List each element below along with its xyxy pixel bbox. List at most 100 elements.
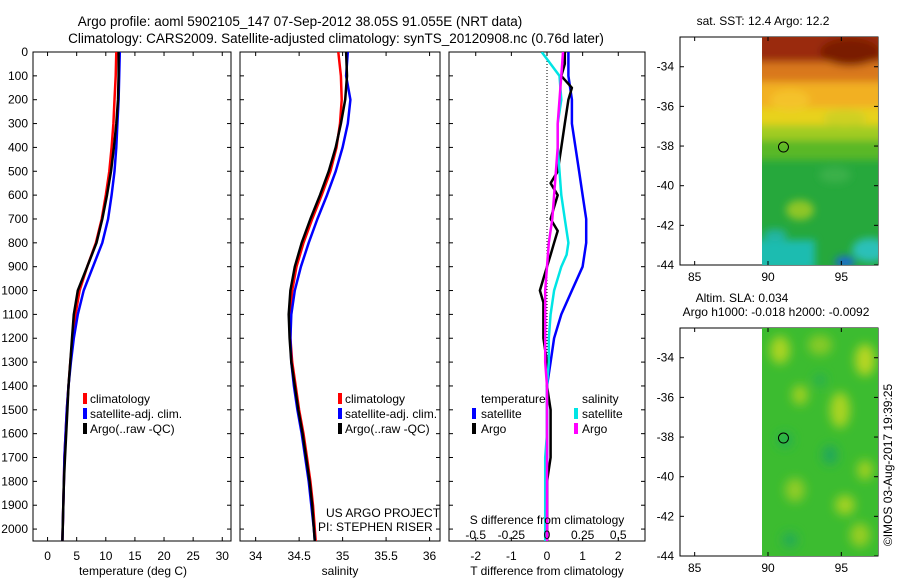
salinity-curves: [287, 52, 352, 541]
pressure-tick-label: 1400: [1, 379, 28, 393]
s-tick-label: -0.5: [465, 528, 486, 542]
salinity-difference-ticks: -0.5 -0.25 0 0.25 0.5: [465, 528, 627, 542]
salinity-legend: climatology satellite-adj. clim. Argo(..…: [338, 392, 437, 436]
project-annotation: US ARGO PROJECT: [326, 506, 441, 520]
legend-swatch-t-satellite: [472, 408, 476, 419]
sst-map-axes: 85 90 95 -34 -36 -38 -40 -42 -44: [657, 37, 878, 284]
legend-swatch-s-argo: [574, 423, 578, 434]
pressure-tick-label: 0: [21, 45, 28, 59]
legend-swatch-satellite: [338, 408, 342, 419]
x-tick-label: 10: [99, 549, 113, 563]
pressure-tick-label: 1700: [1, 451, 28, 465]
map-y-tick-label: -40: [657, 470, 675, 484]
pressure-tick-label: 900: [8, 260, 28, 274]
x-tick-label: 35.5: [374, 549, 398, 563]
map-x-tick-label: 90: [761, 270, 775, 284]
legend-swatch-t-argo: [472, 423, 476, 434]
title-line-2: Climatology: CARS2009. Satellite-adjuste…: [68, 31, 604, 46]
temperature-legend: climatology satellite-adj. clim. Argo(..…: [83, 392, 182, 436]
pressure-tick-label: 1800: [1, 474, 28, 488]
series-line-argo-raw-qc-: [287, 52, 349, 541]
pressure-axis: 0 100 200 300 400 500 600 700 800 900 1000 1100 1200…: [1, 45, 28, 536]
pressure-tick-label: 600: [8, 188, 28, 202]
legend-label-climatology: climatology: [90, 392, 150, 406]
pressure-tick-label: 700: [8, 212, 28, 226]
x-tick-label: 1: [579, 549, 586, 563]
sst-heatmap: [762, 37, 878, 265]
difference-legend: temperature salinity satellite Argo sate…: [472, 392, 623, 436]
pressure-tick-label: 1300: [1, 355, 28, 369]
map-x-tick-label: 90: [761, 561, 775, 575]
x-tick-label: 36: [423, 549, 437, 563]
temperature-xlabel: temperature (deg C): [79, 564, 187, 578]
map-y-tick-label: -44: [657, 549, 675, 563]
title-line-1: Argo profile: aoml 5902105_147 07-Sep-20…: [78, 14, 523, 29]
map-y-tick-label: -40: [657, 179, 675, 193]
pressure-tick-label: 1900: [1, 498, 28, 512]
pressure-tick-label: 1000: [1, 284, 28, 298]
s-tick-label: 0: [544, 528, 551, 542]
copyright-stamp: ©IMOS 03-Aug-2017 19:39:25: [881, 384, 895, 547]
map-y-tick-label: -42: [657, 218, 675, 232]
x-tick-label: 35: [336, 549, 350, 563]
difference-xlabel: T difference from climatology: [470, 564, 624, 578]
legend-title-temperature: temperature: [481, 392, 546, 406]
pressure-tick-label: 100: [8, 69, 28, 83]
legend-swatch-s-satellite: [574, 408, 578, 419]
sst-map-title: sat. SST: 12.4 Argo: 12.2: [697, 14, 830, 28]
pi-annotation: PI: STEPHEN RISER: [318, 520, 433, 534]
x-tick-label: 0: [44, 549, 51, 563]
sla-map-title-1: Altim. SLA: 0.034: [696, 291, 789, 305]
pressure-tick-label: 1200: [1, 331, 28, 345]
x-tick-label: 5: [73, 549, 80, 563]
legend-swatch-satellite: [83, 408, 87, 419]
pressure-tick-label: 1500: [1, 403, 28, 417]
map-y-tick-label: -34: [657, 60, 675, 74]
series-line-argo-raw-qc-: [61, 52, 120, 541]
pressure-tick-label: 400: [8, 140, 28, 154]
legend-swatch-argo: [338, 423, 342, 434]
legend-label-s-satellite: satellite: [582, 407, 623, 421]
s-tick-label: 0.25: [571, 528, 595, 542]
float-position-marker: [777, 432, 789, 444]
series-line-temperature-argo: [538, 52, 574, 541]
sla-heatmap: [762, 328, 878, 556]
sla-map-axes: 85 90 95 -34 -36 -38 -40 -42 -44: [657, 328, 878, 575]
s-tick-label: -0.25: [498, 528, 526, 542]
map-y-tick-label: -36: [657, 390, 675, 404]
legend-swatch-argo: [83, 423, 87, 434]
map-y-tick-label: -36: [657, 99, 675, 113]
salinity-xlabel: salinity: [322, 564, 359, 578]
sla-map-title-2: Argo h1000: -0.018 h2000: -0.0092: [683, 305, 870, 319]
legend-label-s-argo: Argo: [582, 422, 608, 436]
x-tick-label: 30: [216, 549, 230, 563]
legend-label-satellite: satellite-adj. clim.: [90, 407, 182, 421]
legend-swatch-climatology: [83, 393, 87, 404]
x-tick-label: 0: [544, 549, 551, 563]
map-x-tick-label: 85: [688, 561, 702, 575]
pressure-tick-label: 1600: [1, 427, 28, 441]
pressure-tick-label: 2000: [1, 522, 28, 536]
legend-title-salinity: salinity: [582, 392, 619, 406]
series-line-salinity-argo: [543, 52, 565, 541]
x-tick-label: 25: [186, 549, 200, 563]
map-y-tick-label: -34: [657, 351, 675, 365]
difference-curves: [538, 52, 588, 541]
pressure-tick-label: 800: [8, 236, 28, 250]
temperature-curves: [61, 52, 122, 541]
x-tick-label: 34: [249, 549, 263, 563]
x-tick-labels: 0 5 10 15 20 25 30 34 34.5 35 35.5 36 -2 -1 0 1 2: [44, 549, 622, 563]
legend-label-climatology: climatology: [345, 392, 405, 406]
x-tick-label: -1: [506, 549, 517, 563]
legend-label-t-satellite: satellite: [481, 407, 522, 421]
pressure-tick-label: 300: [8, 117, 28, 131]
map-y-tick-label: -38: [657, 430, 675, 444]
pressure-tick-label: 1100: [2, 307, 28, 321]
pressure-tick-label: 500: [8, 164, 28, 178]
legend-label-t-argo: Argo: [481, 422, 507, 436]
legend-swatch-climatology: [338, 393, 342, 404]
temperature-plot-frame: [32, 51, 232, 542]
difference-xlabel-top: S difference from climatology: [470, 513, 625, 527]
x-tick-label: 2: [615, 549, 622, 563]
